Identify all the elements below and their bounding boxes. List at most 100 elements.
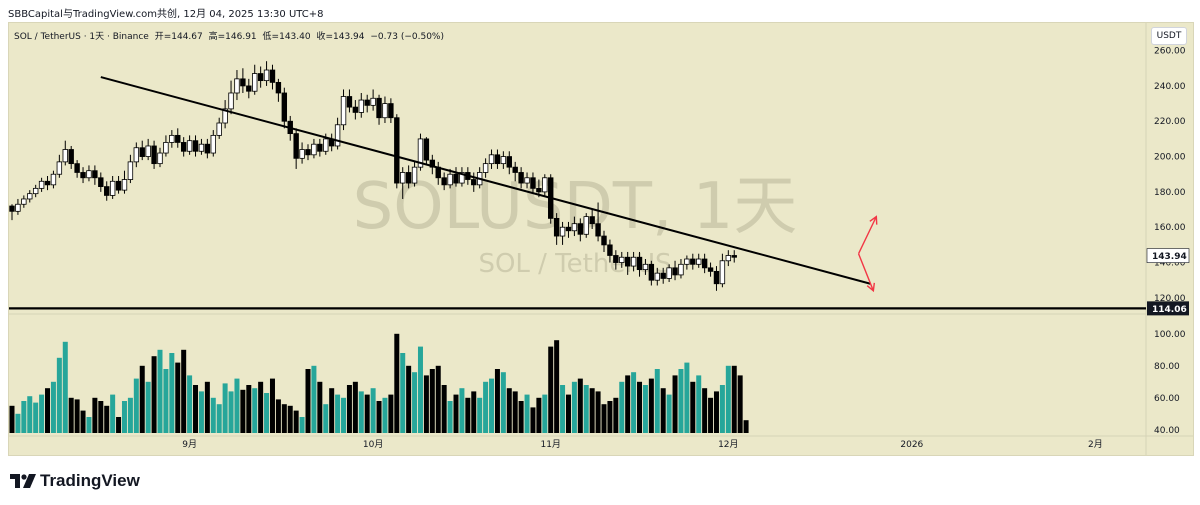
candle bbox=[263, 69, 270, 82]
volume-bar bbox=[406, 365, 412, 433]
candle bbox=[607, 244, 613, 256]
candle bbox=[701, 258, 708, 269]
volume-bar bbox=[364, 394, 370, 433]
candle bbox=[15, 203, 21, 212]
candle bbox=[27, 193, 33, 200]
volume-bar bbox=[311, 365, 317, 433]
candle bbox=[577, 223, 584, 235]
candle bbox=[370, 97, 376, 106]
candle bbox=[654, 272, 660, 281]
candle bbox=[719, 260, 726, 285]
candle bbox=[447, 173, 453, 186]
volume-bar bbox=[731, 365, 737, 433]
candle bbox=[589, 216, 595, 225]
candle bbox=[62, 149, 68, 163]
symbol-name[interactable]: SOL / TetherUS · 1天 · Binance bbox=[14, 32, 149, 42]
time-tick-label: 2026 bbox=[900, 440, 923, 450]
candle bbox=[340, 96, 347, 126]
volume-bar bbox=[589, 388, 595, 433]
candle bbox=[684, 258, 690, 265]
volume-bar bbox=[27, 396, 33, 433]
volume-bar bbox=[352, 381, 358, 433]
candle bbox=[50, 173, 57, 186]
price-tick-label: 220.00 bbox=[1154, 117, 1186, 127]
time-tick-label: 11月 bbox=[540, 439, 560, 450]
volume-bar bbox=[293, 410, 299, 433]
candle bbox=[500, 156, 507, 165]
volume-bar bbox=[181, 349, 187, 433]
candle bbox=[429, 159, 436, 168]
volume-bar bbox=[453, 394, 459, 433]
support-price-label: 114.06 bbox=[1152, 305, 1187, 315]
volume-bar bbox=[9, 405, 15, 433]
volume-bar bbox=[477, 397, 483, 433]
volume-bar bbox=[151, 356, 157, 433]
volume-bar bbox=[39, 394, 45, 433]
candle bbox=[376, 97, 382, 119]
candle bbox=[9, 205, 15, 212]
attribution-line: SBBCapital与TradingView.com共创, 12月 04, 20… bbox=[8, 9, 324, 20]
candle bbox=[293, 133, 299, 159]
volume-bar bbox=[323, 404, 329, 433]
last-price-label: 143.94 bbox=[1152, 252, 1187, 262]
price-tick-label: 260.00 bbox=[1154, 47, 1186, 57]
candle bbox=[32, 187, 39, 195]
candle bbox=[482, 163, 489, 173]
volume-bar bbox=[666, 394, 672, 433]
candle bbox=[246, 85, 252, 92]
volume-bar bbox=[45, 388, 51, 433]
volume-tick-label: 40.00 bbox=[1154, 426, 1180, 436]
candle bbox=[524, 177, 530, 184]
candle bbox=[471, 179, 477, 186]
candle bbox=[133, 147, 140, 163]
volume-bar bbox=[400, 353, 406, 433]
candle bbox=[86, 170, 92, 179]
candle bbox=[731, 255, 737, 258]
volume-bar bbox=[204, 381, 210, 433]
volume-bar bbox=[163, 369, 169, 433]
candle bbox=[400, 172, 406, 184]
candle bbox=[725, 255, 732, 262]
time-tick-label: 12月 bbox=[718, 439, 738, 450]
volume-tick-label: 100.00 bbox=[1154, 330, 1186, 340]
volume-bar bbox=[459, 388, 465, 433]
candle bbox=[145, 145, 151, 157]
candle bbox=[411, 166, 418, 184]
candle bbox=[382, 103, 388, 119]
candle bbox=[636, 256, 643, 271]
volume-bar bbox=[465, 397, 471, 433]
candle bbox=[713, 270, 720, 285]
support-price-tag bbox=[1147, 301, 1189, 316]
volume-bar bbox=[483, 381, 489, 433]
price-tick-label: 120.00 bbox=[1154, 294, 1186, 304]
volume-bar bbox=[21, 401, 27, 433]
volume-bar bbox=[198, 391, 204, 433]
volume-bar bbox=[175, 362, 181, 433]
volume-bar bbox=[80, 410, 86, 433]
volume-bar bbox=[98, 401, 104, 433]
tradingview-logo[interactable]: TradingView bbox=[10, 471, 140, 491]
volume-bar bbox=[737, 375, 743, 433]
volume-bar bbox=[139, 365, 145, 433]
candle bbox=[157, 152, 163, 165]
volume-bar bbox=[613, 397, 619, 433]
volume-bar bbox=[512, 391, 518, 433]
candle bbox=[198, 143, 205, 152]
currency-button[interactable]: USDT bbox=[1151, 27, 1187, 45]
legend-high: 高=146.91 bbox=[208, 32, 257, 42]
price-tick-label: 180.00 bbox=[1154, 188, 1186, 198]
candle bbox=[305, 149, 311, 156]
price-tick-label: 240.00 bbox=[1154, 82, 1186, 92]
candle bbox=[571, 223, 578, 232]
watermark-subtitle: SOL / TetherUS bbox=[478, 249, 671, 279]
volume-bar bbox=[187, 375, 193, 433]
volume-bar bbox=[68, 397, 74, 433]
volume-bar bbox=[234, 378, 240, 433]
candle bbox=[216, 122, 222, 136]
volume-tick-label: 80.00 bbox=[1154, 362, 1180, 372]
candle bbox=[121, 179, 128, 191]
candle bbox=[358, 99, 364, 113]
candle bbox=[624, 256, 631, 267]
candle bbox=[175, 134, 181, 143]
